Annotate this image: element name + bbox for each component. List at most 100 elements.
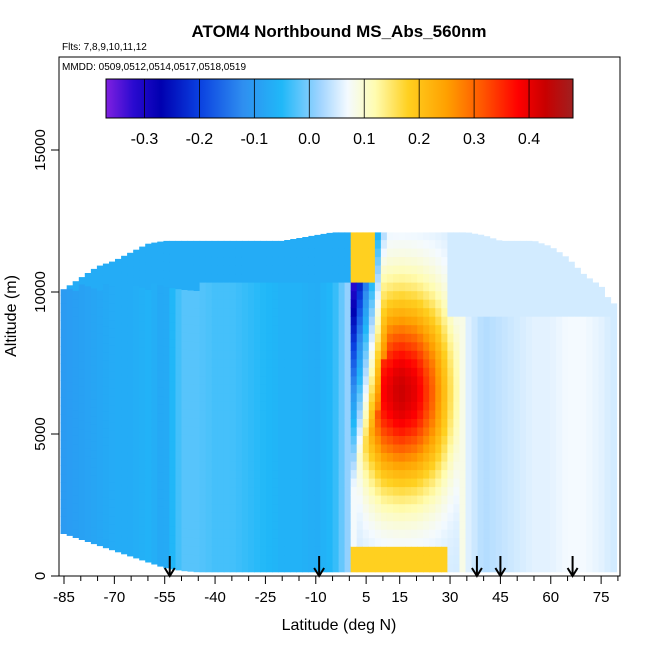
heatmap-cell — [278, 367, 285, 377]
heatmap-cell — [133, 353, 140, 363]
heatmap-cell — [586, 512, 593, 522]
heatmap-cell — [501, 478, 509, 488]
heatmap-cell — [90, 475, 98, 485]
heatmap-cell — [350, 452, 358, 462]
heatmap-cell — [332, 358, 340, 368]
heatmap-cell — [574, 367, 581, 377]
heatmap-cell — [266, 554, 273, 564]
heatmap-cell — [314, 333, 321, 343]
heatmap-cell — [260, 240, 267, 249]
x-tick-label: 75 — [593, 589, 610, 606]
heatmap-cell — [193, 281, 201, 291]
heatmap-cell — [459, 503, 467, 513]
heatmap-cell — [386, 384, 394, 394]
heatmap-cell — [266, 324, 273, 334]
heatmap-cell — [109, 524, 116, 534]
heatmap-cell — [550, 512, 557, 522]
heatmap-cell — [550, 546, 557, 556]
heatmap-cell — [386, 307, 394, 317]
heatmap-cell — [145, 323, 152, 333]
heatmap-cell — [495, 546, 503, 556]
heatmap-cell — [513, 435, 521, 445]
heatmap-cell — [538, 307, 545, 317]
heatmap-cell — [72, 341, 80, 351]
heatmap-cell — [296, 546, 303, 556]
heatmap-cell — [356, 426, 364, 436]
heatmap-cell — [447, 452, 454, 462]
heatmap-cell — [441, 495, 448, 505]
heatmap-cell — [477, 341, 485, 351]
heatmap-cell — [489, 503, 497, 513]
heatmap-cell — [344, 375, 352, 385]
heatmap-cell — [610, 384, 618, 394]
heatmap-cell — [260, 409, 267, 419]
heatmap-cell — [374, 409, 382, 419]
heatmap-cell — [193, 512, 201, 522]
chart-title: ATOM4 Northbound MS_Abs_560nm — [191, 22, 486, 41]
heatmap-cell — [459, 495, 467, 505]
heatmap-cell — [278, 418, 285, 428]
heatmap-cell — [296, 452, 303, 462]
heatmap-cell — [229, 307, 237, 317]
heatmap-cell — [356, 367, 364, 377]
heatmap-cell — [163, 252, 170, 262]
heatmap-cell — [374, 520, 382, 530]
heatmap-cell — [380, 452, 388, 462]
heatmap-cell — [374, 358, 382, 368]
heatmap-cell — [109, 421, 116, 431]
heatmap-cell — [278, 520, 285, 530]
heatmap-cell — [326, 358, 334, 368]
heatmap-cell — [296, 367, 303, 377]
heatmap-cell — [266, 333, 273, 343]
heatmap-cell — [429, 486, 436, 496]
heatmap-cell — [205, 478, 213, 488]
heatmap-cell — [284, 392, 291, 402]
heatmap-cell — [429, 401, 436, 411]
heatmap-cell — [362, 316, 370, 326]
heatmap-cell — [133, 387, 140, 397]
heatmap-cell — [241, 520, 249, 530]
heatmap-cell — [78, 513, 86, 523]
heatmap-cell — [562, 392, 569, 402]
heatmap-cell — [127, 453, 134, 463]
heatmap-cell — [145, 246, 152, 256]
heatmap-cell — [314, 265, 321, 275]
heatmap-cell — [145, 408, 152, 418]
heatmap-cell — [199, 358, 207, 368]
heatmap-cell — [562, 452, 569, 462]
heatmap-cell — [441, 282, 448, 292]
heatmap-cell — [399, 282, 406, 292]
heatmap-cell — [102, 275, 110, 285]
heatmap-cell — [362, 367, 370, 377]
heatmap-cell — [151, 470, 158, 480]
heatmap-cell — [60, 311, 68, 321]
heatmap-cell — [453, 239, 460, 249]
heatmap-cell — [344, 401, 352, 411]
heatmap-cell — [356, 503, 364, 513]
heatmap-cell — [465, 375, 473, 385]
heatmap-cell — [296, 426, 303, 436]
heatmap-cell — [380, 461, 388, 471]
heatmap-cell — [586, 503, 593, 513]
heatmap-cell — [417, 256, 424, 266]
heatmap-cell — [90, 466, 98, 476]
heatmap-cell — [453, 341, 460, 351]
heatmap-cell — [66, 526, 74, 536]
heatmap-cell — [538, 452, 545, 462]
heatmap-cell — [121, 264, 128, 274]
heatmap-cell — [133, 540, 140, 550]
heatmap-cell — [471, 554, 479, 564]
heatmap-cell — [272, 529, 279, 539]
heatmap-cell — [109, 447, 116, 457]
heatmap-cell — [102, 419, 110, 429]
heatmap-cell — [532, 554, 539, 564]
heatmap-cell — [163, 559, 170, 569]
heatmap-cell — [465, 358, 473, 368]
heatmap-cell — [205, 537, 213, 547]
heatmap-cell — [356, 461, 364, 471]
heatmap-cell — [145, 527, 152, 537]
heatmap-cell — [109, 507, 116, 517]
heatmap-cell — [507, 299, 515, 309]
heatmap-cell — [550, 563, 557, 573]
heatmap-cell — [302, 384, 309, 394]
